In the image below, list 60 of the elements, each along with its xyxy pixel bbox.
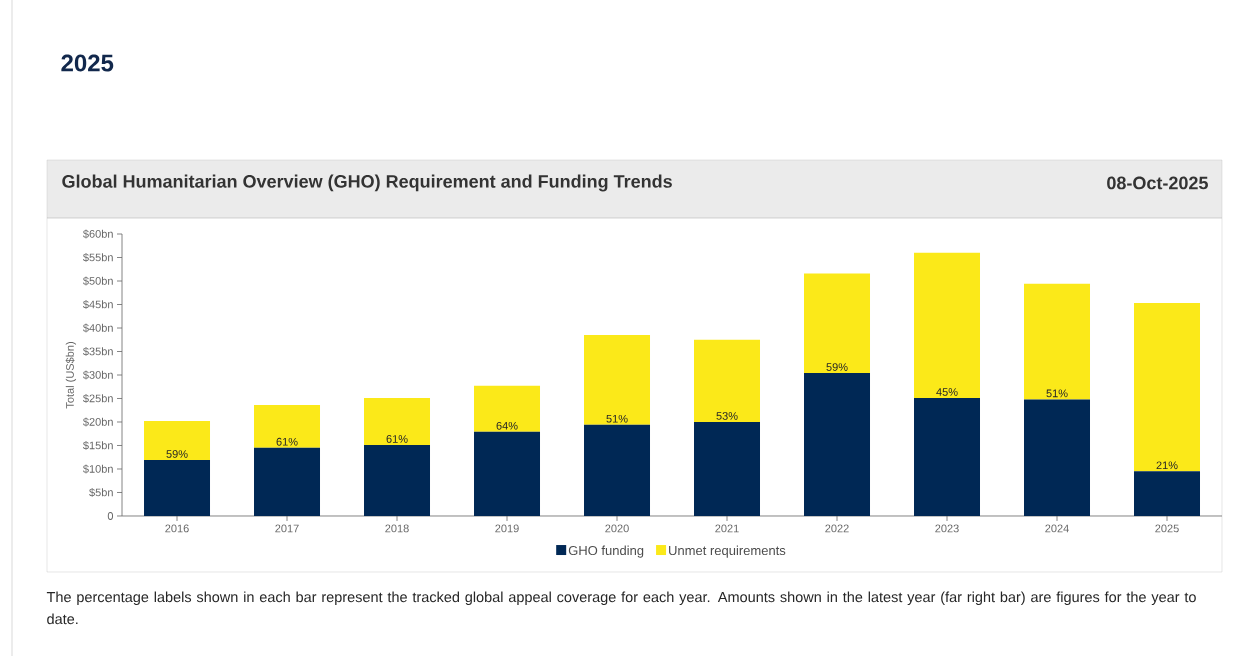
bar [144,460,211,516]
x-tick-label: 2019 [495,524,519,533]
bar [474,431,541,516]
y-tick-label: $25bn [83,394,113,403]
bar [694,422,761,516]
bar [364,445,431,516]
chart-subtitle: Global Humanitarian Overview (GHO) Requirement and Funding Trends [62,174,672,192]
y-tick-label: $50bn [83,276,113,286]
x-tick-label: 2025 [1155,524,1179,533]
x-tick-label: 2020 [605,524,629,533]
annotation: 64% [496,421,518,430]
legend-label: Unmet requirements [669,545,786,558]
y-tick-label: 0 [107,512,114,520]
bar [914,398,981,516]
bar [914,252,981,399]
y-tick-label: $40bn [83,323,113,333]
x-tick-label: 2024 [1045,524,1069,533]
annotation: 59% [166,450,188,458]
y-tick-label: $45bn [83,300,113,309]
annotation: 45% [936,388,958,396]
bar [254,405,321,448]
y-tick-label: $35bn [83,347,113,356]
x-tick-label: 2018 [385,524,409,533]
bar [584,335,651,425]
x-tick-label: 2021 [715,524,739,533]
text: The percentage labels shown in each bar represent the tracked global appeal coverage for each year. Amounts shown in the latest year (far right bar) are figures for the year to date. [46,591,1196,625]
y-tick-label: $55bn [83,253,113,262]
y-tick-label: $30bn [83,370,113,380]
chart-title: 2025 [61,54,114,72]
annotation: 21% [1156,461,1178,470]
bar [474,385,541,432]
x-tick-label: 2016 [165,524,189,533]
legend-label: GHO funding [568,545,644,558]
annotation: 59% [826,363,848,371]
bar [694,339,761,422]
y-tick-label: $5bn [89,488,113,497]
annotation: 51% [1046,389,1068,398]
bar [584,424,651,516]
y-tick-label: $10bn [83,464,113,474]
annotation: 51% [606,414,628,423]
y-tick-label: $60bn [83,229,113,239]
annotation: 53% [716,412,738,420]
x-tick-label: 2022 [825,524,849,533]
bar [1134,471,1201,516]
bar [364,398,431,446]
x-tick-label: 2023 [935,524,959,533]
annotation: 61% [386,435,408,443]
bar [1134,303,1201,472]
text: 08-Oct-2025 [1107,176,1208,190]
x-tick-label: 2017 [275,524,299,533]
y-tick-label: $15bn [83,441,113,450]
bar [804,373,871,516]
bar [804,273,871,374]
bar [1024,283,1090,400]
bar [144,421,211,461]
bar [254,447,321,516]
y-axis-title: Total (US$bn) [65,342,77,409]
y-tick-label: $20bn [83,417,113,427]
annotation: 61% [276,437,298,446]
bar [1024,399,1090,516]
